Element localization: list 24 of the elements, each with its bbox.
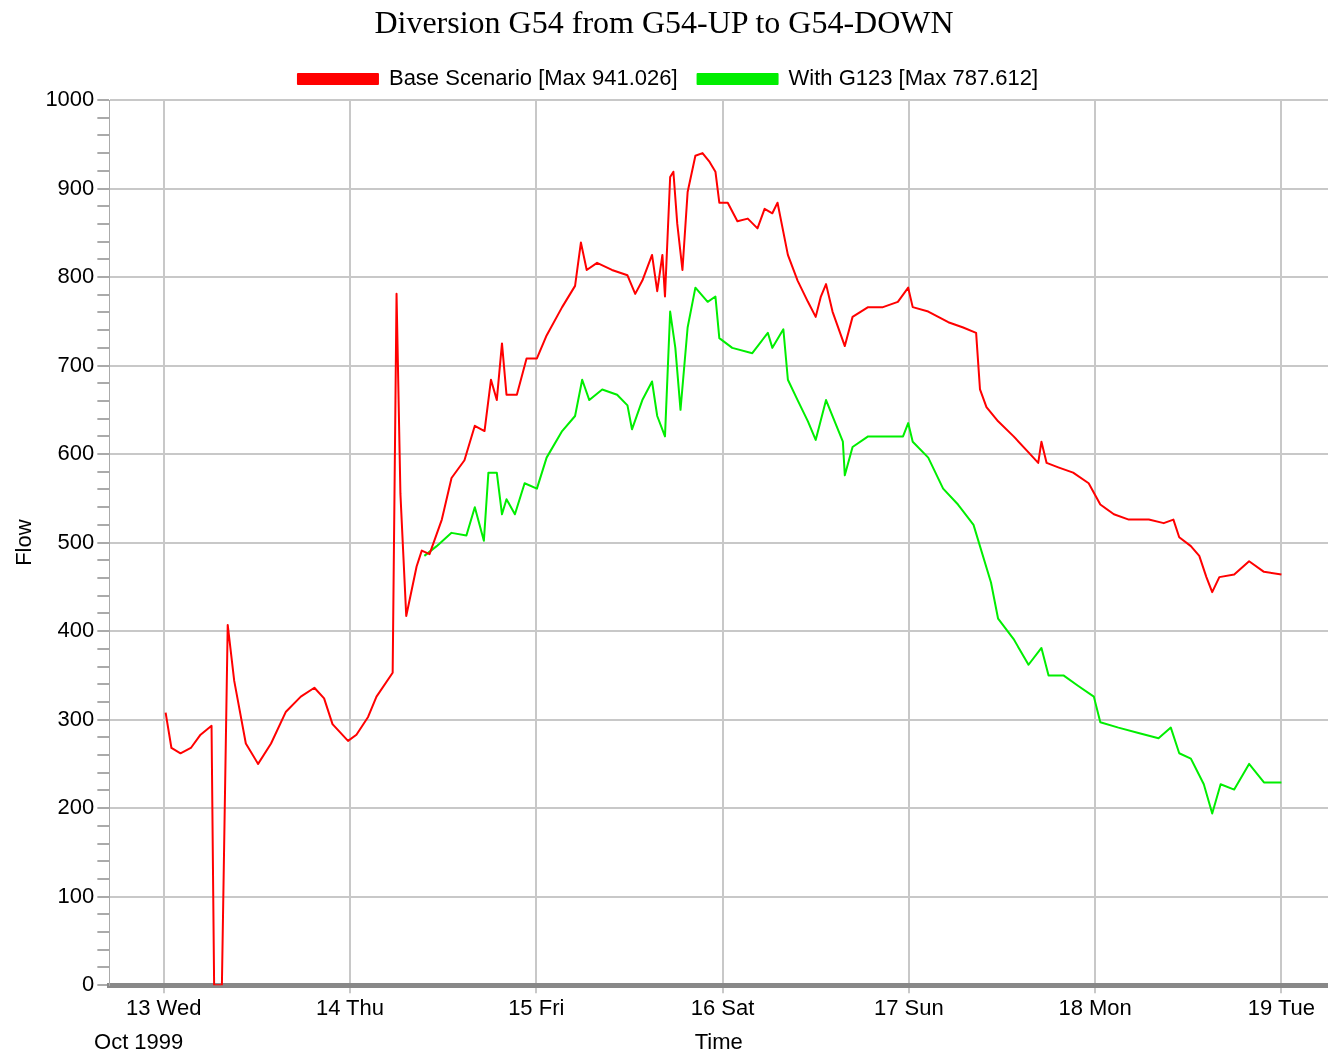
y-tick-label: 0 [82,971,95,997]
y-axis-title: Flow [11,519,37,566]
y-tick-label: 400 [57,617,95,643]
y-tick-label: 300 [57,705,95,731]
y-tick-label: 800 [57,263,95,289]
x-tick-label: 19 Tue [1247,995,1316,1021]
legend-label: With G123 [Max 787.612] [788,65,1039,91]
chart-title: Diversion G54 from G54-UP to G54-DOWN [373,3,955,42]
x-tick-label: 14 Thu [315,995,385,1021]
x-tick-label: 16 Sat [690,995,755,1021]
legend-label: Base Scenario [Max 941.026] [388,65,678,91]
y-tick-label: 500 [57,528,95,554]
y-tick-label: 1000 [45,86,95,112]
x-tick-label: 18 Mon [1058,995,1132,1021]
y-tick-label: 100 [57,882,95,908]
y-tick-label: 600 [57,440,95,466]
x-tick-label: 13 Wed [125,995,202,1021]
x-tick-label: 17 Sun [873,995,944,1021]
y-tick-label: 700 [57,351,95,377]
y-tick-label: 900 [57,174,95,200]
text: Oct 1999 [94,1029,184,1055]
y-tick-label: 200 [57,794,95,820]
x-tick-label: 15 Fri [508,995,565,1021]
x-axis-title: Time [694,1028,743,1054]
